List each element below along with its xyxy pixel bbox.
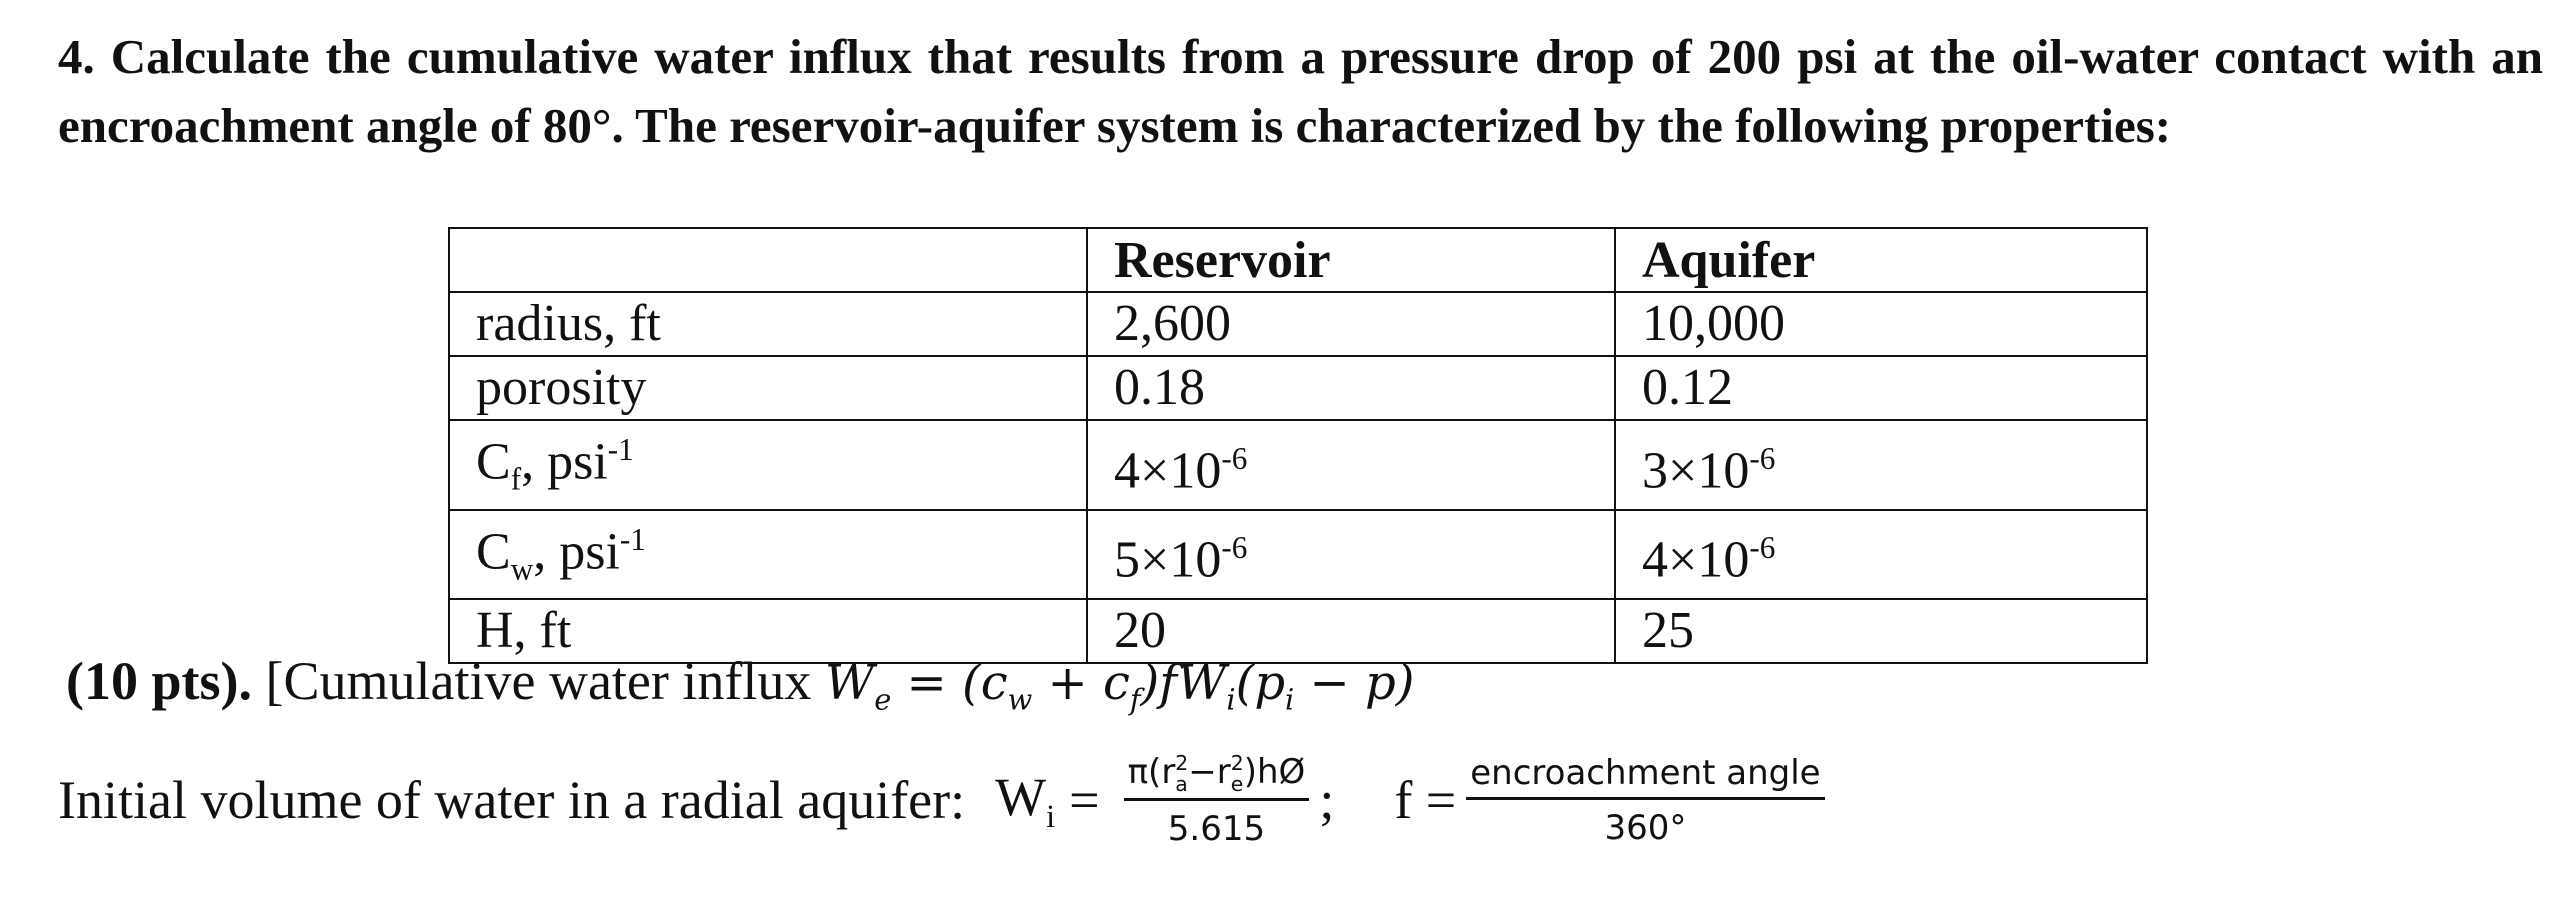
numerator-text: )hØ [1243, 752, 1306, 792]
table-cell: 4×10-6 [1614, 508, 2148, 601]
cell-value: 4×10 [1114, 442, 1222, 500]
label-sub: f [510, 461, 522, 497]
label-text: C [476, 433, 511, 491]
question-text: Calculate the cumulative water influx th… [58, 29, 2543, 153]
table-cell: 20 [1086, 598, 1616, 665]
table-cell: 10,000 [1614, 291, 2148, 357]
table-row: Cf, psi-1 4×10-6 3×10-6 [448, 419, 2148, 511]
numerator-sup: 2 [1175, 751, 1189, 776]
formula-sub: i [1285, 682, 1295, 717]
formula-text: = (c [891, 655, 1008, 711]
cell-sup: -6 [1749, 530, 1776, 566]
formula-sub: w [1007, 682, 1033, 717]
formula-text: − p) [1294, 655, 1415, 711]
cell-sup: -6 [1749, 440, 1776, 476]
numerator-text: −r [1188, 752, 1231, 792]
formula-sub: f [1129, 682, 1141, 717]
table-row: Cw, psi-1 5×10-6 4×10-6 [448, 508, 2148, 601]
cell-value: 25 [1642, 602, 1694, 660]
cell-sup: -6 [1221, 440, 1248, 476]
row-label: H, ft [448, 598, 1088, 665]
label-sub: w [510, 551, 534, 587]
label-unit: , psi [533, 523, 620, 581]
numerator-sub: a [1175, 771, 1188, 796]
hint-lead: [Cumulative water influx [265, 651, 812, 711]
header-row: Reservoir Aquifer [448, 227, 2148, 293]
header-cell: Reservoir [1086, 227, 1616, 293]
fraction: encroachment angle 360° [1466, 753, 1825, 848]
lhs-symbol: W [995, 766, 1047, 827]
label-text: porosity [476, 359, 647, 416]
table-cell: 0.18 [1086, 355, 1616, 421]
table-cell: 25 [1614, 598, 2148, 665]
denominator: 5.615 [1167, 808, 1266, 849]
fraction: π(r 2 a −r 2 e)hØ 5.615 [1123, 752, 1310, 849]
numerator: π(r 2 a −r 2 e)hØ [1123, 752, 1310, 801]
cell-value: 5×10 [1114, 531, 1222, 589]
numerator-text: π(r [1127, 752, 1176, 792]
formula-sub: i [1226, 682, 1236, 717]
numerator-sup: 2 [1230, 751, 1244, 776]
cell-value: 10,000 [1642, 295, 1785, 352]
label-text: C [476, 523, 511, 581]
formula-text: W [824, 655, 875, 711]
table-cell: 5×10-6 [1086, 508, 1616, 601]
formula-text: (p [1235, 655, 1286, 711]
volume-formula: Initial volume of water in a radial aqui… [58, 752, 1835, 849]
table-cell: 4×10-6 [1086, 419, 1616, 511]
row-label: porosity [448, 355, 1088, 421]
question: 4. Calculate the cumulative water influx… [58, 22, 2543, 160]
table-cell: 0.12 [1614, 355, 2148, 421]
label-unit: , psi [521, 433, 608, 491]
cell-value: 4×10 [1642, 531, 1750, 589]
label-sup: -1 [619, 521, 646, 557]
header-cell [448, 227, 1088, 293]
cell-value: 0.18 [1114, 359, 1205, 416]
question-number: 4. [58, 29, 95, 84]
hint: (10 pts). [Cumulative water influx We = … [66, 650, 1414, 717]
label-sup: -1 [607, 432, 634, 467]
row-label: Cw, psi-1 [448, 508, 1088, 601]
cell-sup: -6 [1221, 530, 1248, 566]
label-text: H, ft [476, 602, 572, 660]
table-row: radius, ft 2,600 10,000 [448, 291, 2148, 357]
formula: We = (cw + cf)fWi(pi − p) [824, 655, 1415, 717]
properties-table: Reservoir Aquifer radius, ft 2,600 10,000 po… [448, 227, 2148, 665]
formula-sub: e [874, 682, 892, 717]
row-label: radius, ft [448, 291, 1088, 357]
f-label: f = [1394, 770, 1457, 831]
cell-value: 2,600 [1114, 295, 1231, 352]
lhs-sub: i [1046, 798, 1056, 835]
table-cell: 3×10-6 [1614, 419, 2148, 511]
cell-value: 0.12 [1642, 359, 1733, 416]
header-cell: Aquifer [1614, 227, 2148, 293]
label-text: radius, ft [476, 295, 661, 352]
points: (10 pts). [66, 651, 252, 711]
table-row: porosity 0.18 0.12 [448, 355, 2148, 421]
table-row: H, ft 20 25 [448, 598, 2148, 665]
numerator: encroachment angle [1466, 753, 1825, 800]
numerator-sub: e [1230, 771, 1244, 796]
cell-value: 3×10 [1642, 442, 1750, 500]
formula-text: + c [1032, 655, 1130, 711]
row-label: Cf, psi-1 [448, 419, 1088, 511]
lhs: Wi [995, 766, 1055, 836]
volume-lead: Initial volume of water in a radial aqui… [58, 770, 966, 831]
denominator: 360° [1604, 807, 1687, 848]
table-cell: 2,600 [1086, 291, 1616, 357]
cell-value: 20 [1114, 602, 1166, 660]
separator: ; [1319, 770, 1335, 831]
formula-text: )fW [1140, 655, 1227, 711]
equals: = [1069, 770, 1100, 831]
